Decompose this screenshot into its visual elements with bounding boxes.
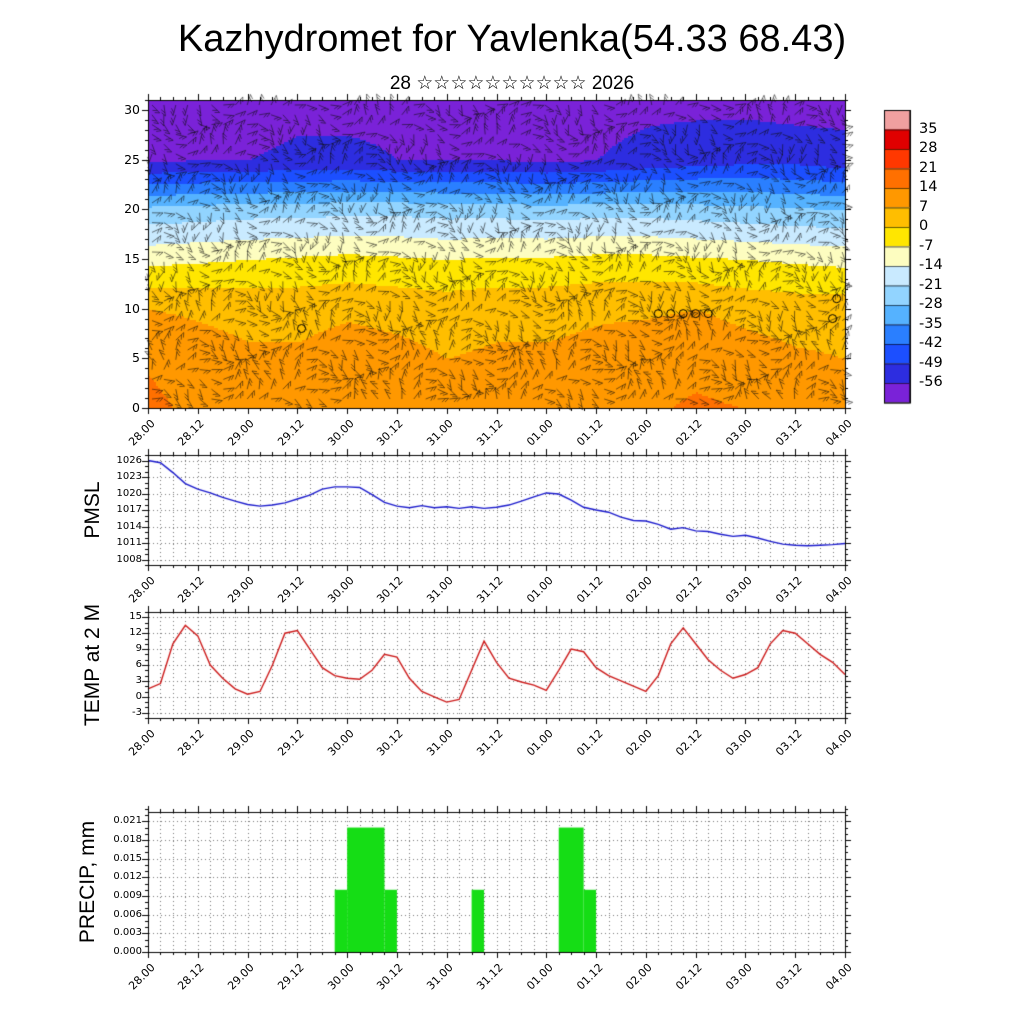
temp2m-axis-title: TEMP at 2 M bbox=[81, 603, 104, 727]
page-title: Kazhydromet for Yavlenka(54.33 68.43) bbox=[177, 18, 847, 60]
page-subtitle: 28 ☆☆☆☆☆☆☆☆☆☆ 2026 bbox=[389, 73, 635, 94]
precip-axis-title: PRECIP, mm bbox=[76, 820, 99, 944]
pmsl-axis-title: PMSL bbox=[81, 481, 104, 539]
